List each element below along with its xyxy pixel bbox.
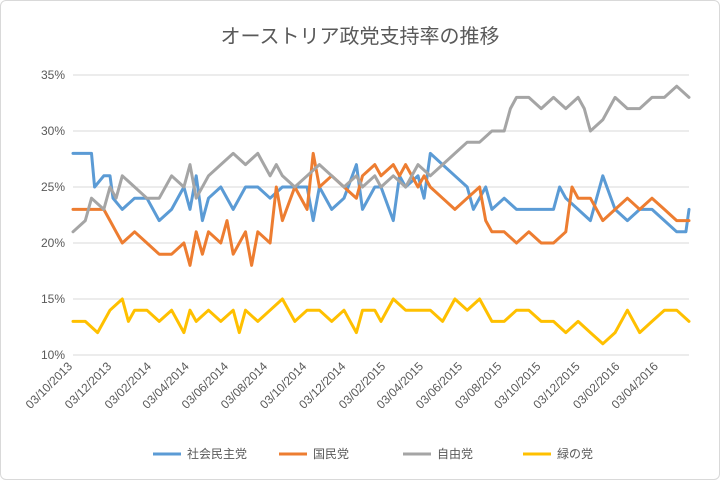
series-line-2 <box>71 151 691 267</box>
y-tick-label: 10% <box>41 348 65 362</box>
series-line-1 <box>71 151 691 234</box>
y-tick-label: 35% <box>41 68 65 82</box>
legend: 社会民主党 国民党 自由党 緑の党 <box>153 446 593 461</box>
y-tick-label: 25% <box>41 180 65 194</box>
y-axis-tick-labels: 35% 30% 25% 20% 15% 10% <box>41 68 65 362</box>
series-line-3 <box>71 84 691 234</box>
y-tick-label: 30% <box>41 124 65 138</box>
series-lines <box>71 84 691 346</box>
legend-label: 自由党 <box>437 446 473 461</box>
legend-label: 緑の党 <box>557 446 593 461</box>
series-line-4 <box>71 297 691 346</box>
legend-label: 国民党 <box>313 446 349 461</box>
y-tick-label: 20% <box>41 236 65 250</box>
legend-label: 社会民主党 <box>187 446 247 461</box>
chart-title: オーストリア政党支持率の推移 <box>221 24 500 48</box>
x-axis-tick-labels: 03/10/201303/12/201303/02/201403/04/2014… <box>23 359 661 412</box>
y-tick-label: 15% <box>41 292 65 306</box>
